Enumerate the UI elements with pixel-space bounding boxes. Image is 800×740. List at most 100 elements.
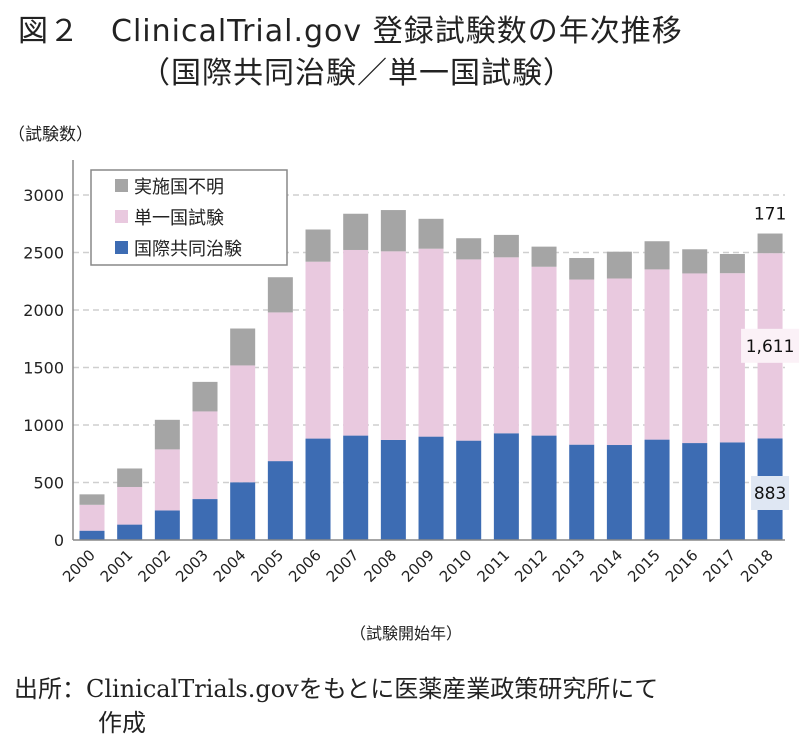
bar-segment	[380, 251, 406, 440]
x-tick-label: 2007	[323, 546, 363, 586]
bar-segment	[230, 328, 256, 366]
bar-segment	[380, 439, 406, 540]
x-tick-label: 2006	[285, 546, 325, 586]
bar-segment	[493, 234, 519, 258]
y-tick-label: 1000	[23, 416, 64, 435]
bar-segment	[154, 449, 180, 511]
bar-segment	[531, 435, 557, 540]
data-label: 1,611	[746, 337, 795, 357]
bar-segment	[79, 504, 105, 531]
bar-segment	[606, 445, 632, 540]
bar-segment	[757, 233, 783, 254]
bar-segment	[154, 510, 180, 540]
bar-segment	[719, 442, 745, 540]
bar-segment	[79, 494, 105, 505]
bar-segment	[117, 524, 143, 540]
bar-segment	[456, 440, 482, 540]
bar-segment	[267, 461, 293, 540]
source-line-2: 作成	[98, 709, 146, 737]
legend-label: 国際共同治験	[134, 239, 242, 260]
x-tick-label: 2014	[586, 546, 626, 586]
bar-segment	[79, 530, 105, 540]
bar-segment	[154, 419, 180, 450]
legend-swatch	[115, 179, 128, 192]
x-tick-label: 2017	[699, 546, 739, 586]
source-note: 出所：ClinicalTrials.govをもとに医薬産業政策研究所にて 作成	[14, 672, 658, 740]
y-axis-label: （試験数）	[8, 125, 93, 145]
x-tick-label: 2012	[511, 546, 551, 586]
bar-segment	[343, 249, 369, 436]
x-tick-label: 2015	[624, 546, 664, 586]
bar-segment	[230, 365, 256, 483]
bar-segment	[682, 443, 708, 540]
bar-segment	[531, 246, 557, 267]
bar-segment	[531, 266, 557, 436]
chart-subtitle: （国際共同治験／単一国試験）	[140, 56, 574, 91]
bar-segment	[719, 273, 745, 443]
bar-segment	[644, 439, 670, 540]
bar-segment	[380, 210, 406, 252]
x-tick-label: 2009	[398, 546, 438, 586]
bar-segment	[719, 253, 745, 274]
bar-segment	[418, 248, 444, 437]
data-label-background	[741, 328, 800, 363]
bar-segment	[682, 273, 708, 444]
bar-segment	[305, 261, 331, 439]
bar-segment	[569, 279, 595, 445]
bar-segment	[606, 251, 632, 279]
bar-segment	[117, 486, 143, 525]
data-label: 883	[754, 484, 786, 504]
data-label-background	[751, 476, 790, 510]
data-label: 171	[754, 205, 786, 225]
chart-title: 図２ ClinicalTrial.gov 登録試験数の年次推移	[18, 14, 683, 49]
bar-segment	[305, 438, 331, 540]
bar-segment	[606, 278, 632, 446]
x-tick-label: 2005	[247, 546, 287, 586]
bar-segment	[569, 444, 595, 540]
bar-segment	[192, 381, 218, 412]
bar-segment	[569, 258, 595, 280]
legend-label: 単一国試験	[134, 208, 224, 229]
legend-label: 実施国不明	[134, 177, 224, 198]
y-tick-label: 2000	[23, 301, 64, 320]
bar-segment	[456, 238, 482, 260]
bar-segment	[192, 411, 218, 500]
bar-segment	[230, 482, 256, 540]
x-tick-label: 2011	[473, 546, 513, 586]
legend-swatch	[115, 241, 128, 254]
x-tick-label: 2013	[549, 546, 589, 586]
x-tick-label: 2000	[59, 546, 99, 586]
bar-segment	[418, 218, 444, 249]
x-tick-label: 2004	[210, 546, 250, 586]
x-tick-label: 2010	[436, 546, 476, 586]
y-tick-label: 3000	[23, 186, 64, 205]
bar-segment	[305, 229, 331, 262]
bar-segment	[343, 435, 369, 540]
bar-segment	[493, 257, 519, 434]
bar-segment	[456, 259, 482, 441]
x-tick-label: 2008	[360, 546, 400, 586]
x-tick-label: 2018	[737, 546, 777, 586]
bar-segment	[418, 436, 444, 540]
y-tick-label: 2500	[23, 244, 64, 263]
x-axis-label: （試験開始年）	[350, 624, 463, 643]
y-tick-label: 500	[33, 474, 64, 493]
x-tick-label: 2002	[134, 546, 174, 586]
bar-segment	[343, 213, 369, 250]
bar-segment	[192, 499, 218, 540]
y-tick-label: 0	[54, 531, 64, 550]
x-tick-label: 2001	[97, 546, 137, 586]
x-tick-label: 2003	[172, 546, 212, 586]
bar-segment	[644, 269, 670, 440]
bar-segment	[493, 433, 519, 540]
bar-segment	[267, 312, 293, 462]
source-line-1: 出所：ClinicalTrials.govをもとに医薬産業政策研究所にて	[14, 675, 659, 703]
legend-swatch	[115, 210, 128, 223]
bar-segment	[682, 249, 708, 274]
bar-segment	[644, 241, 670, 270]
bar-segment	[267, 277, 293, 313]
x-tick-label: 2016	[662, 546, 702, 586]
bar-segment	[117, 468, 143, 487]
